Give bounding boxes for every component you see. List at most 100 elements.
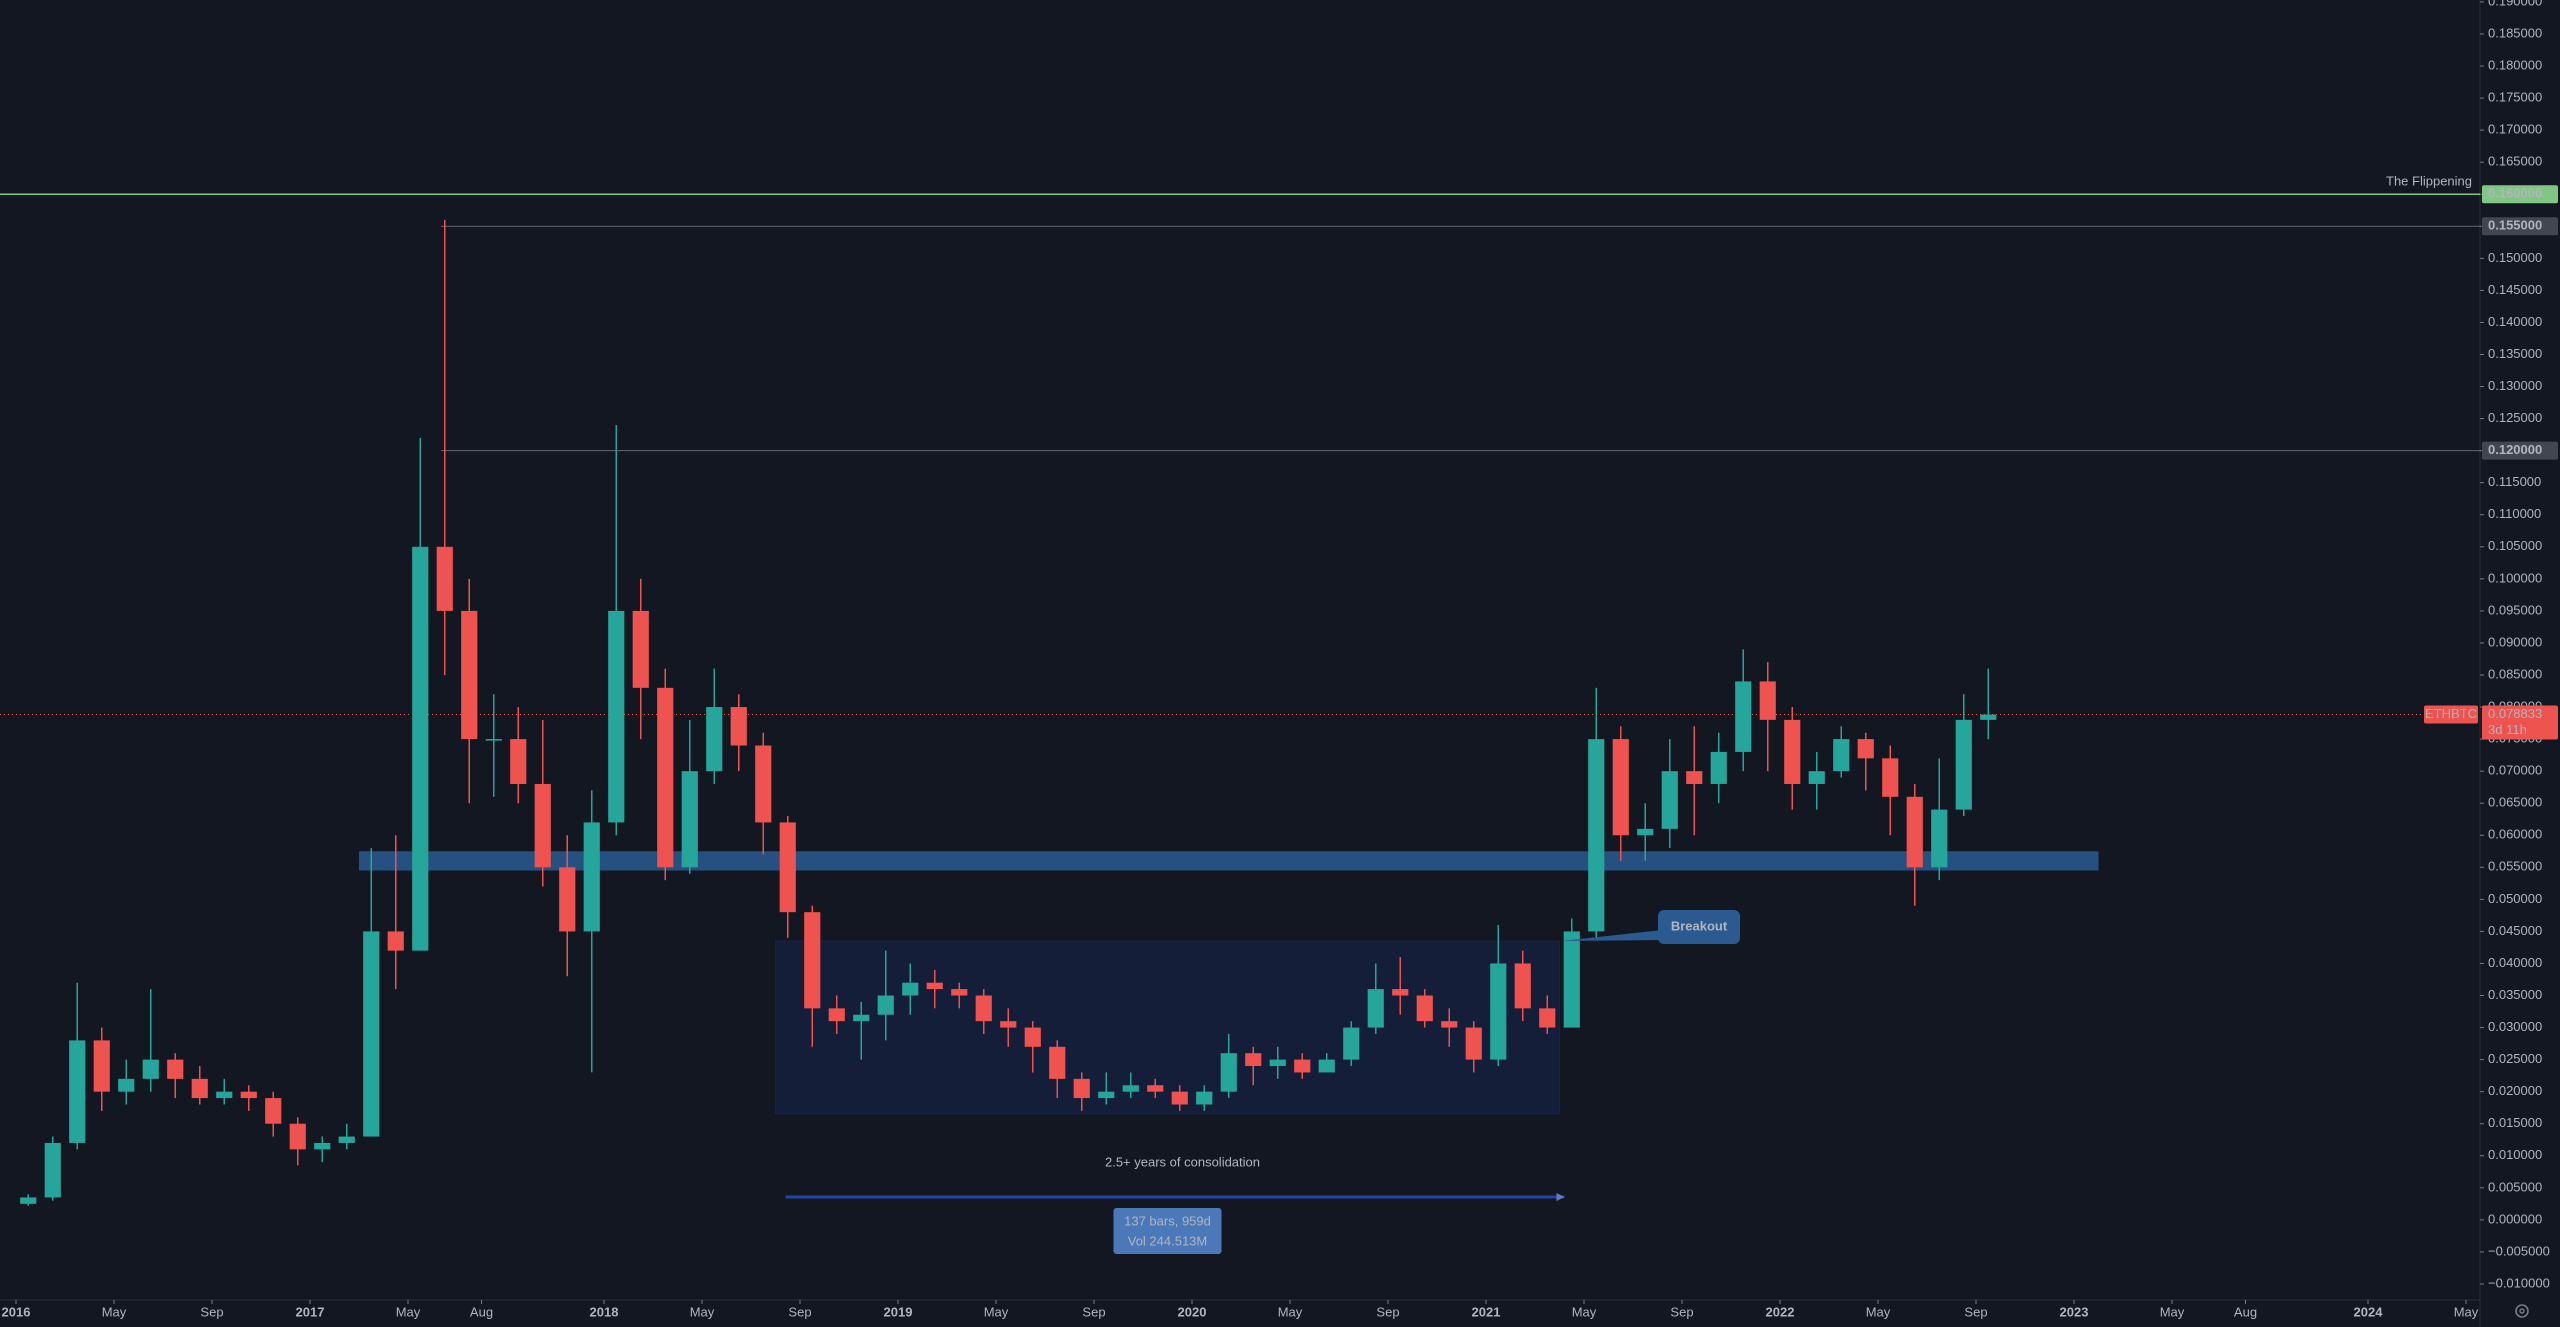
candle-body bbox=[828, 1008, 845, 1022]
candle-body bbox=[877, 995, 894, 1015]
x-tick-label: May bbox=[690, 1304, 715, 1319]
candle-body bbox=[167, 1059, 184, 1079]
y-tick-label: 0.070000 bbox=[2488, 763, 2542, 778]
y-tick-label: −0.005000 bbox=[2488, 1243, 2550, 1258]
y-tick-label: 0.035000 bbox=[2488, 987, 2542, 1002]
candle-body bbox=[1759, 681, 1776, 720]
candle-body bbox=[1661, 771, 1678, 829]
candle-body bbox=[583, 822, 600, 932]
y-tick-label: 0.100000 bbox=[2488, 570, 2542, 585]
y-tick-label: 0.125000 bbox=[2488, 410, 2542, 425]
x-tick-label: Aug bbox=[2234, 1304, 2257, 1319]
y-tick-label: 0.175000 bbox=[2488, 90, 2542, 105]
candle-body bbox=[216, 1091, 233, 1099]
range-label: 137 bars, 959d bbox=[1124, 1213, 1211, 1228]
gear-hub[interactable] bbox=[2519, 1308, 2525, 1314]
volume-label: Vol 244.513M bbox=[1128, 1233, 1208, 1248]
candle-body bbox=[1171, 1091, 1188, 1105]
y-tick-label: 0.110000 bbox=[2488, 506, 2541, 521]
candle-body bbox=[1343, 1027, 1360, 1060]
candle-body bbox=[240, 1091, 257, 1099]
candle-body bbox=[1441, 1021, 1458, 1028]
gear[interactable] bbox=[2515, 1304, 2529, 1318]
x-tick-label: 2017 bbox=[296, 1304, 325, 1319]
x-tick-label: 2024 bbox=[2354, 1304, 2384, 1319]
level-price-label: 0.155000 bbox=[2488, 218, 2542, 233]
y-tick-label: −0.010000 bbox=[2488, 1275, 2550, 1290]
x-tick-label: May bbox=[102, 1304, 127, 1319]
candle-body bbox=[632, 610, 649, 688]
y-tick-label: 0.130000 bbox=[2488, 378, 2542, 393]
y-tick-label: 0.170000 bbox=[2488, 122, 2542, 137]
level-price-box bbox=[2482, 217, 2558, 236]
flippening-label: The Flippening bbox=[2386, 174, 2472, 189]
candle-body bbox=[681, 771, 698, 868]
x-tick-label: Aug bbox=[470, 1304, 493, 1319]
candle-body bbox=[1906, 796, 1923, 868]
candle-body bbox=[436, 546, 453, 611]
candle-body bbox=[1294, 1059, 1311, 1073]
range-arrow-head bbox=[1556, 1193, 1565, 1201]
candle-body bbox=[975, 995, 992, 1022]
candle-body bbox=[1808, 771, 1825, 784]
y-tick-label: 0.135000 bbox=[2488, 346, 2542, 361]
candle-body bbox=[1318, 1059, 1335, 1073]
y-tick-label: 0.015000 bbox=[2488, 1115, 2542, 1130]
candle-body bbox=[191, 1078, 208, 1099]
candle-body bbox=[1416, 995, 1433, 1022]
candle-body bbox=[1882, 758, 1899, 797]
x-tick-label: Sep bbox=[1670, 1304, 1693, 1319]
breakout-box bbox=[1658, 910, 1740, 944]
consolidation-box bbox=[775, 940, 1560, 1115]
y-tick-label: 0.025000 bbox=[2488, 1051, 2542, 1066]
level-price-box bbox=[2482, 441, 2558, 460]
y-tick-label: 0.180000 bbox=[2488, 57, 2542, 72]
y-tick-label: 0.140000 bbox=[2488, 314, 2542, 329]
x-tick-label: May bbox=[1278, 1304, 1303, 1319]
candle-body bbox=[1735, 681, 1752, 752]
x-tick-label: May bbox=[2160, 1304, 2185, 1319]
y-tick-label: 0.105000 bbox=[2488, 538, 2542, 553]
candle-body bbox=[657, 687, 674, 868]
candle-body bbox=[1637, 828, 1654, 836]
support-zone bbox=[359, 851, 2099, 871]
candle-body bbox=[951, 989, 968, 996]
candle-body bbox=[755, 745, 772, 823]
y-tick-label: 0.050000 bbox=[2488, 891, 2542, 906]
candle-body bbox=[1073, 1078, 1090, 1099]
x-tick-label: Sep bbox=[1964, 1304, 1987, 1319]
x-tick-label: 2016 bbox=[2, 1304, 31, 1319]
candle-body bbox=[1490, 963, 1507, 1060]
breakout-pointer bbox=[1561, 930, 1662, 942]
candle-body bbox=[1220, 1053, 1237, 1092]
symbol-label: ETHBTC bbox=[2425, 706, 2477, 721]
y-tick-label: 0.150000 bbox=[2488, 250, 2542, 265]
candle-body bbox=[902, 982, 919, 996]
x-tick-label: May bbox=[396, 1304, 421, 1319]
candle-body bbox=[1588, 739, 1605, 932]
x-tick-label: 2018 bbox=[590, 1304, 619, 1319]
last-price-label: 0.078833 bbox=[2488, 706, 2542, 721]
x-tick-label: 2022 bbox=[1766, 1304, 1795, 1319]
y-tick-label: 0.045000 bbox=[2488, 923, 2542, 938]
candle-body bbox=[1857, 739, 1874, 759]
candle-body bbox=[608, 610, 625, 823]
candle-body bbox=[706, 707, 723, 772]
candle-body bbox=[1539, 1008, 1556, 1028]
x-tick-label: Sep bbox=[200, 1304, 223, 1319]
y-tick-label: 0.090000 bbox=[2488, 634, 2542, 649]
y-tick-label: 0.115000 bbox=[2488, 474, 2541, 489]
x-tick-label: Sep bbox=[1082, 1304, 1105, 1319]
candle-body bbox=[363, 931, 380, 1137]
candle-body bbox=[510, 739, 527, 784]
candle-body bbox=[779, 822, 796, 913]
settings-icon[interactable] bbox=[2515, 1304, 2529, 1318]
plot-area bbox=[0, 193, 2480, 1206]
candle-body bbox=[69, 1040, 86, 1143]
y-tick-label: 0.095000 bbox=[2488, 602, 2542, 617]
candle-body bbox=[1392, 989, 1409, 996]
candle-body bbox=[1833, 739, 1850, 772]
x-tick-label: May bbox=[984, 1304, 1009, 1319]
x-tick-label: 2021 bbox=[1472, 1304, 1501, 1319]
